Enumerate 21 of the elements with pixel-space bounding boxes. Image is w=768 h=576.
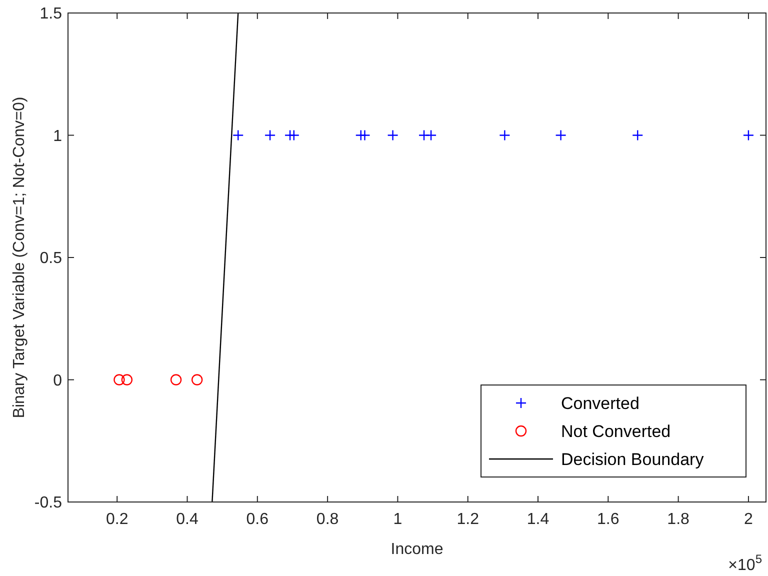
x-tick-label: 1.2 bbox=[456, 511, 480, 528]
legend-label: Not Converted bbox=[561, 422, 671, 441]
legend-label: Converted bbox=[561, 394, 640, 413]
x-tick-label: 0.8 bbox=[316, 511, 339, 528]
x-tick-label: 1 bbox=[393, 511, 402, 528]
x-tick-label: 1.4 bbox=[526, 511, 550, 528]
y-axis-title: Binary Target Variable (Conv=1; Not-Conv=0) bbox=[11, 96, 28, 418]
y-tick-label: -0.5 bbox=[34, 494, 62, 512]
x-tick-label: 0.6 bbox=[246, 511, 269, 528]
x-tick-label: 1.8 bbox=[667, 511, 690, 528]
x-tick-label: 1.6 bbox=[597, 511, 620, 528]
y-tick-label: 1 bbox=[53, 128, 62, 145]
x-axis-title: Income bbox=[390, 541, 444, 558]
y-tick-label: 0.5 bbox=[40, 250, 62, 268]
x-tick-label: 2 bbox=[744, 511, 754, 528]
legend-label: Decision Boundary bbox=[561, 450, 704, 469]
x-tick-label: 0.4 bbox=[176, 511, 198, 528]
y-tick-label: 0 bbox=[53, 372, 62, 390]
x-tick-label: 0.2 bbox=[106, 511, 128, 528]
y-tick-label: 1.5 bbox=[40, 6, 62, 23]
text: ×10$^{5}$ bbox=[728, 552, 762, 574]
